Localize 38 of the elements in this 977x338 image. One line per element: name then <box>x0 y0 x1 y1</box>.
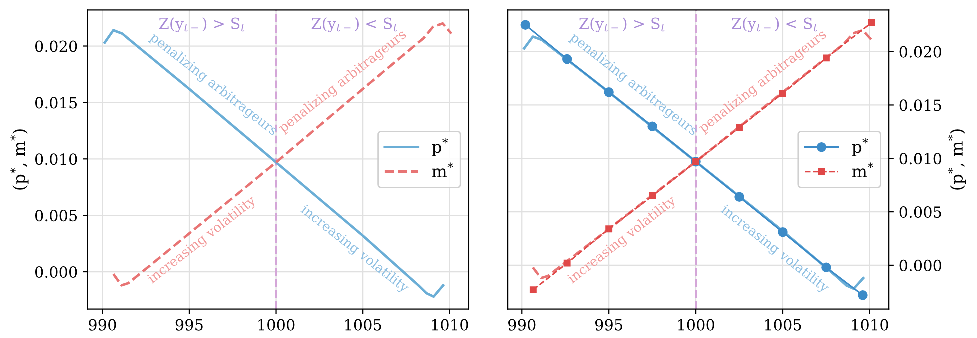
y-tick-label: 0.005 <box>35 210 78 222</box>
x-tick-label: 995 <box>176 319 203 331</box>
y-tick-label: 0.020 <box>35 40 78 52</box>
point <box>604 88 614 98</box>
y-tick-label: 0.000 <box>900 260 942 272</box>
y-tick-label: 0.015 <box>900 100 942 112</box>
y-tick-label: 0.010 <box>900 153 942 165</box>
legend-label: m$^{*}$ <box>432 162 454 178</box>
y-tick-label: 0.005 <box>900 206 942 218</box>
x-tick-label: 1000 <box>678 319 714 331</box>
annotation: Z(y$_{t−}$) < S$_{t}$ <box>732 18 818 33</box>
point <box>520 20 530 30</box>
point <box>606 226 613 233</box>
x-tick-label: 990 <box>89 319 116 331</box>
y-tick-label: 0.015 <box>35 97 78 109</box>
point <box>780 90 786 97</box>
x-tick-label: 1010 <box>432 319 468 331</box>
x-tick-label: 1000 <box>258 319 295 331</box>
y-tick-label: 0.020 <box>900 46 942 58</box>
point <box>868 19 876 26</box>
y-axis-title: (p$^{*}$, m$^{*}$) <box>948 130 966 190</box>
annotation: Z(y$_{t−}$) > S$_{t}$ <box>580 18 666 33</box>
point <box>530 286 537 294</box>
x-tick-label: 1010 <box>852 319 888 331</box>
x-tick-label: 1005 <box>345 319 382 331</box>
legend-label: p$^{*}$ <box>852 138 868 156</box>
x-tick-label: 990 <box>508 319 536 331</box>
annotation: Z(y$_{t−}$) < S$_{t}$ <box>312 18 398 33</box>
point <box>734 192 744 202</box>
y-axis-title: (p$^{*}$, m$^{*}$) <box>10 130 29 190</box>
annotation: Z(y$_{t−}$) > S$_{t}$ <box>159 18 246 33</box>
legend-label: p$^{*}$ <box>432 138 448 156</box>
point <box>858 290 868 300</box>
y-tick-label: 0.000 <box>35 266 78 278</box>
x-tick-label: 995 <box>595 319 622 331</box>
y-tick-label: 0.010 <box>35 154 78 166</box>
legend-label: m$^{*}$ <box>852 162 874 178</box>
x-tick-label: 1005 <box>765 319 802 331</box>
